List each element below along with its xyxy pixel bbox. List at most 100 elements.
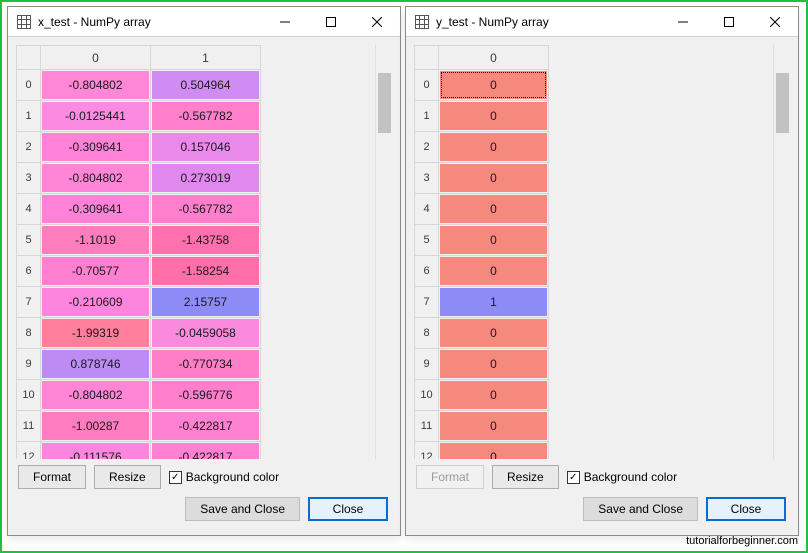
titlebar[interactable]: y_test - NumPy array <box>406 7 798 37</box>
row-header[interactable]: 0 <box>17 70 41 101</box>
row-header[interactable]: 3 <box>415 163 439 194</box>
cell-value: -1.1019 <box>42 226 149 254</box>
row-header[interactable]: 8 <box>415 318 439 349</box>
cell[interactable]: 1 <box>439 287 549 318</box>
vertical-scrollbar[interactable] <box>773 45 790 459</box>
row-header[interactable]: 10 <box>17 380 41 411</box>
cell[interactable]: -0.770734 <box>151 349 261 380</box>
cell[interactable]: 0 <box>439 256 549 287</box>
cell-value: 2.15757 <box>152 288 259 316</box>
minimize-button[interactable] <box>660 7 706 37</box>
close-dialog-button[interactable]: Close <box>308 497 388 521</box>
cell[interactable]: -0.804802 <box>41 163 151 194</box>
cell[interactable]: -0.422817 <box>151 411 261 442</box>
scrollbar-thumb[interactable] <box>378 73 391 133</box>
save-and-close-button[interactable]: Save and Close <box>583 497 698 521</box>
row-header[interactable]: 11 <box>415 411 439 442</box>
row-header[interactable]: 12 <box>17 442 41 460</box>
row-header[interactable]: 2 <box>17 132 41 163</box>
row-header[interactable]: 9 <box>415 349 439 380</box>
close-button[interactable] <box>752 7 798 37</box>
cell[interactable]: -1.43758 <box>151 225 261 256</box>
cell[interactable]: -0.567782 <box>151 101 261 132</box>
table-scroll: 000102030405060718090100110120 <box>414 45 773 459</box>
cell[interactable]: 0.504964 <box>151 70 261 101</box>
row-header[interactable]: 1 <box>17 101 41 132</box>
format-button[interactable]: Format <box>18 465 86 489</box>
scrollbar-thumb[interactable] <box>776 73 789 133</box>
cell[interactable]: -0.0459058 <box>151 318 261 349</box>
cell[interactable]: -0.596776 <box>151 380 261 411</box>
row-header[interactable]: 7 <box>415 287 439 318</box>
row-header[interactable]: 9 <box>17 349 41 380</box>
resize-button[interactable]: Resize <box>94 465 161 489</box>
col-header[interactable]: 0 <box>41 46 151 70</box>
row-header[interactable]: 4 <box>17 194 41 225</box>
row-header[interactable]: 8 <box>17 318 41 349</box>
cell[interactable]: -0.70577 <box>41 256 151 287</box>
cell[interactable]: 0 <box>439 349 549 380</box>
row-header[interactable]: 1 <box>415 101 439 132</box>
cell[interactable]: 0.878746 <box>41 349 151 380</box>
maximize-button[interactable] <box>706 7 752 37</box>
cell-value: -0.210609 <box>42 288 149 316</box>
cell[interactable]: -1.58254 <box>151 256 261 287</box>
cell[interactable]: -0.309641 <box>41 194 151 225</box>
row-header[interactable]: 2 <box>415 132 439 163</box>
row-header[interactable]: 0 <box>415 70 439 101</box>
cell[interactable]: 0 <box>439 225 549 256</box>
cell[interactable]: 0 <box>439 442 549 460</box>
resize-button[interactable]: Resize <box>492 465 559 489</box>
bgcolor-checkbox[interactable]: ✓Background color <box>567 470 677 484</box>
cell[interactable]: -1.99319 <box>41 318 151 349</box>
save-and-close-button[interactable]: Save and Close <box>185 497 300 521</box>
vertical-scrollbar[interactable] <box>375 45 392 459</box>
cell[interactable]: 0 <box>439 163 549 194</box>
cell[interactable]: 0 <box>439 132 549 163</box>
cell[interactable]: -0.111576 <box>41 442 151 460</box>
cell-value: 0 <box>440 195 547 223</box>
cell-value: 0.157046 <box>152 133 259 161</box>
cell[interactable]: 2.15757 <box>151 287 261 318</box>
row-header[interactable]: 5 <box>17 225 41 256</box>
maximize-button[interactable] <box>308 7 354 37</box>
minimize-button[interactable] <box>262 7 308 37</box>
bgcolor-checkbox[interactable]: ✓Background color <box>169 470 279 484</box>
cell-value: -0.804802 <box>42 71 149 99</box>
cell[interactable]: 0 <box>439 318 549 349</box>
cell[interactable]: -0.0125441 <box>41 101 151 132</box>
cell-value: 0 <box>440 381 547 409</box>
cell[interactable]: -0.309641 <box>41 132 151 163</box>
cell[interactable]: -0.804802 <box>41 380 151 411</box>
cell-value: -0.70577 <box>42 257 149 285</box>
row-header[interactable]: 6 <box>17 256 41 287</box>
close-dialog-button[interactable]: Close <box>706 497 786 521</box>
row-header[interactable]: 6 <box>415 256 439 287</box>
cell[interactable]: -0.804802 <box>41 70 151 101</box>
row-header[interactable]: 5 <box>415 225 439 256</box>
row-header[interactable]: 4 <box>415 194 439 225</box>
cell[interactable]: -1.1019 <box>41 225 151 256</box>
row-header[interactable]: 12 <box>415 442 439 460</box>
close-button[interactable] <box>354 7 400 37</box>
cell[interactable]: -0.567782 <box>151 194 261 225</box>
cell[interactable]: 0 <box>439 194 549 225</box>
cell[interactable]: 0 <box>439 380 549 411</box>
row-header[interactable]: 3 <box>17 163 41 194</box>
cell[interactable]: 0 <box>439 101 549 132</box>
col-header[interactable]: 0 <box>439 46 549 70</box>
cell[interactable]: 0 <box>439 411 549 442</box>
cell[interactable]: -0.422817 <box>151 442 261 460</box>
cell[interactable]: 0.157046 <box>151 132 261 163</box>
cell[interactable]: -0.210609 <box>41 287 151 318</box>
row-header[interactable]: 10 <box>415 380 439 411</box>
cell[interactable]: 0 <box>439 70 549 101</box>
row-header[interactable]: 7 <box>17 287 41 318</box>
titlebar[interactable]: x_test - NumPy array <box>8 7 400 37</box>
cell[interactable]: -1.00287 <box>41 411 151 442</box>
cell[interactable]: 0.273019 <box>151 163 261 194</box>
cell-value: 0 <box>440 443 547 459</box>
row-header[interactable]: 11 <box>17 411 41 442</box>
col-header[interactable]: 1 <box>151 46 261 70</box>
cell-value: 0.878746 <box>42 350 149 378</box>
